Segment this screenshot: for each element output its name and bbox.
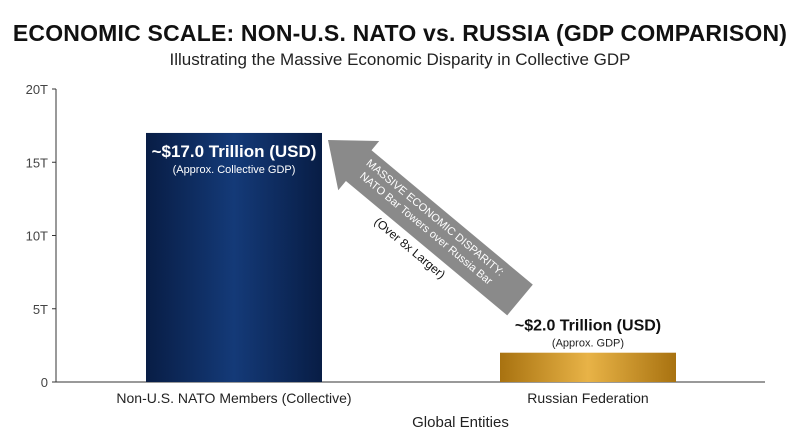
y-tick-label: 5T [33,302,48,317]
x-tick-label: Russian Federation [527,390,648,406]
disparity-arrow [328,139,533,316]
arrow-shape [328,139,533,316]
bar-2 [500,352,676,382]
data-label-main: ~$2.0 Trillion (USD) [515,318,661,335]
y-tick-label: 15T [26,155,48,170]
chart-subtitle: Illustrating the Massive Economic Dispar… [169,50,631,69]
bar-1 [146,132,322,382]
y-tick-label: 20T [26,82,48,97]
x-tick-label: Non-U.S. NATO Members (Collective) [116,390,351,406]
data-label-sub: (Approx. GDP) [552,338,624,350]
data-label-main: ~$17.0 Trillion (USD) [152,142,317,161]
chart-title: ECONOMIC SCALE: NON-U.S. NATO vs. RUSSIA… [12,20,788,46]
x-axis-title: Global Entities [412,414,509,431]
data-label-sub: (Approx. Collective GDP) [173,164,296,176]
y-tick-label: 0 [41,375,48,390]
y-tick-label: 10T [26,229,48,244]
